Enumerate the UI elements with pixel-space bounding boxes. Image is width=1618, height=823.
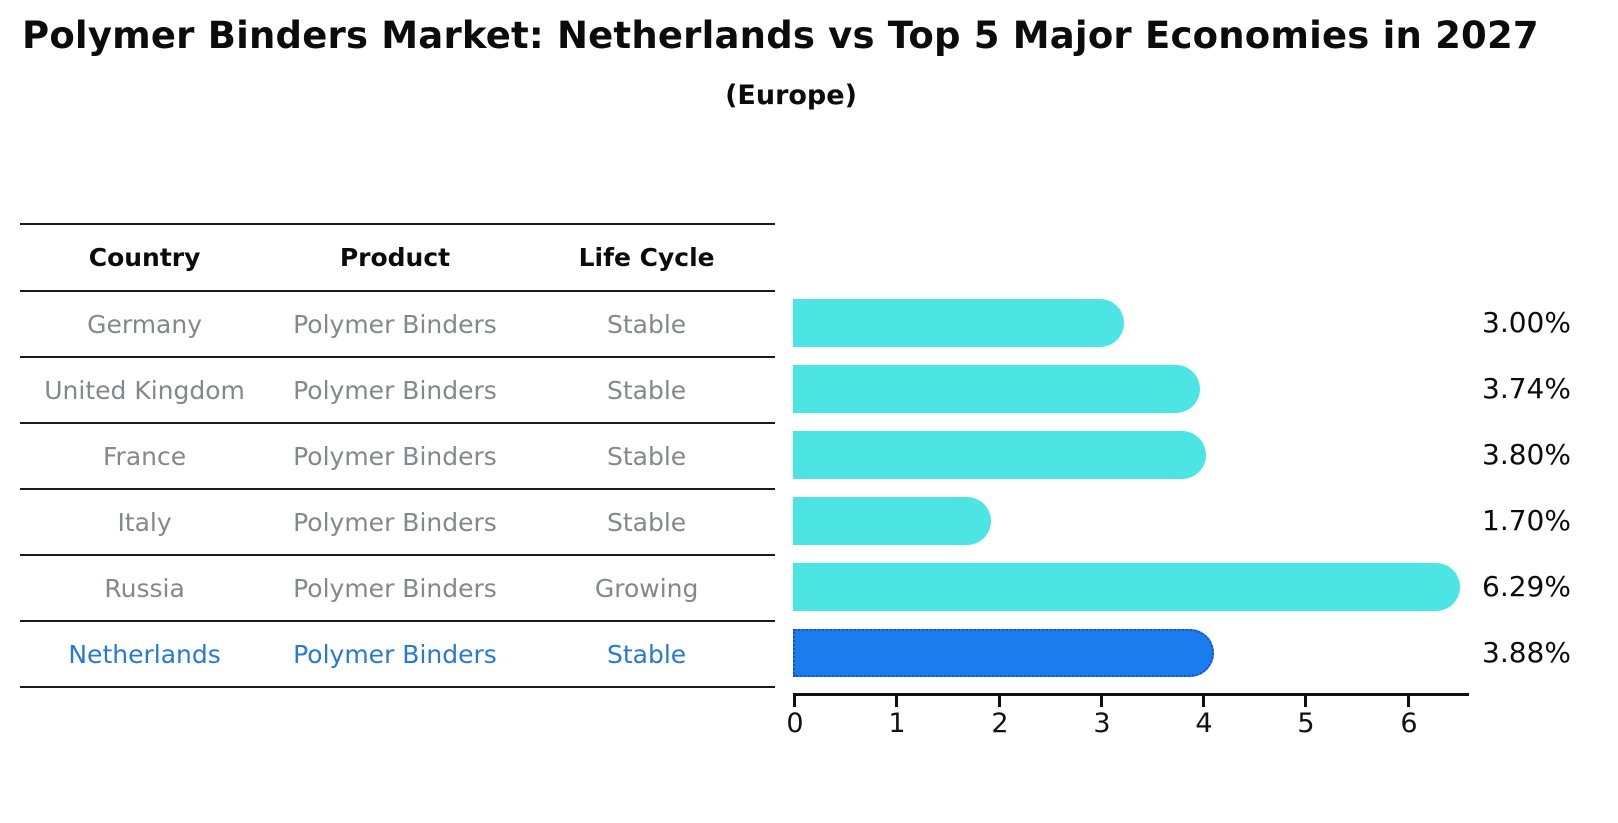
cell-life-cycle: Stable	[607, 639, 687, 669]
x-tick-label: 6	[1400, 708, 1418, 739]
table-row-netherlands: Netherlands Polymer Binders Stable	[20, 622, 775, 686]
value-label-italy: 1.70%	[1482, 504, 1571, 537]
x-tick-label: 2	[991, 708, 1009, 739]
x-tick-mark	[1202, 696, 1205, 707]
bar-plot-area	[793, 290, 1493, 686]
cell-country: United Kingdom	[44, 375, 245, 405]
bar-row	[793, 290, 1493, 356]
cell-product: Polymer Binders	[293, 639, 497, 669]
cell-country: Russia	[104, 573, 185, 603]
value-label-netherlands: 3.88%	[1482, 636, 1571, 669]
cell-country: Germany	[87, 309, 203, 339]
x-tick-mark	[793, 696, 796, 707]
bar-row	[793, 620, 1493, 686]
x-tick-mark	[1100, 696, 1103, 707]
value-label-germany: 3.00%	[1482, 306, 1571, 339]
cell-product: Polymer Binders	[293, 441, 497, 471]
x-tick-label: 3	[1093, 708, 1111, 739]
value-label-russia: 6.29%	[1482, 570, 1571, 603]
table-row-united-kingdom: United Kingdom Polymer Binders Stable	[20, 358, 775, 424]
x-tick-mark	[1407, 696, 1410, 707]
chart-title: Polymer Binders Market: Netherlands vs T…	[22, 14, 1539, 57]
cell-country: France	[103, 441, 187, 471]
cell-country: Netherlands	[68, 639, 221, 669]
bar-row	[793, 356, 1493, 422]
table-header-row: Country Product Life Cycle	[20, 225, 775, 292]
bar-italy	[793, 497, 991, 545]
x-tick-label: 5	[1297, 708, 1315, 739]
bar-row	[793, 488, 1493, 554]
cell-life-cycle: Stable	[607, 309, 687, 339]
bar-row	[793, 554, 1493, 620]
cell-life-cycle: Stable	[607, 441, 687, 471]
x-tick-label: 0	[786, 708, 804, 739]
column-header-life-cycle: Life Cycle	[578, 243, 715, 272]
x-tick-label: 4	[1195, 708, 1213, 739]
cell-product: Polymer Binders	[293, 309, 497, 339]
table-row-italy: Italy Polymer Binders Stable	[20, 490, 775, 556]
country-table: Country Product Life Cycle Germany Polyme…	[20, 223, 775, 688]
cell-life-cycle: Stable	[607, 507, 687, 537]
bar-united-kingdom	[793, 365, 1200, 413]
cell-life-cycle: Stable	[607, 375, 687, 405]
value-label-france: 3.80%	[1482, 438, 1571, 471]
x-axis-line	[793, 693, 1469, 696]
bar-netherlands	[793, 629, 1214, 677]
bar-row	[793, 422, 1493, 488]
cell-life-cycle: Growing	[594, 573, 699, 603]
cell-product: Polymer Binders	[293, 375, 497, 405]
x-tick-mark	[895, 696, 898, 707]
column-header-product: Product	[339, 243, 451, 272]
table-row-france: France Polymer Binders Stable	[20, 424, 775, 490]
bar-russia	[793, 563, 1460, 611]
cell-product: Polymer Binders	[293, 573, 497, 603]
x-tick-mark	[998, 696, 1001, 707]
value-label-united-kingdom: 3.74%	[1482, 372, 1571, 405]
table-body: Germany Polymer Binders Stable United Kingd…	[20, 292, 775, 686]
table-row-germany: Germany Polymer Binders Stable	[20, 292, 775, 358]
column-header-country: Country	[88, 243, 201, 272]
x-tick-label: 1	[888, 708, 906, 739]
x-tick-mark	[1304, 696, 1307, 707]
bar-france	[793, 431, 1206, 479]
cell-product: Polymer Binders	[293, 507, 497, 537]
cell-country: Italy	[117, 507, 172, 537]
chart-subtitle: (Europe)	[725, 80, 857, 111]
table-row-russia: Russia Polymer Binders Growing	[20, 556, 775, 622]
bar-germany	[793, 299, 1124, 347]
